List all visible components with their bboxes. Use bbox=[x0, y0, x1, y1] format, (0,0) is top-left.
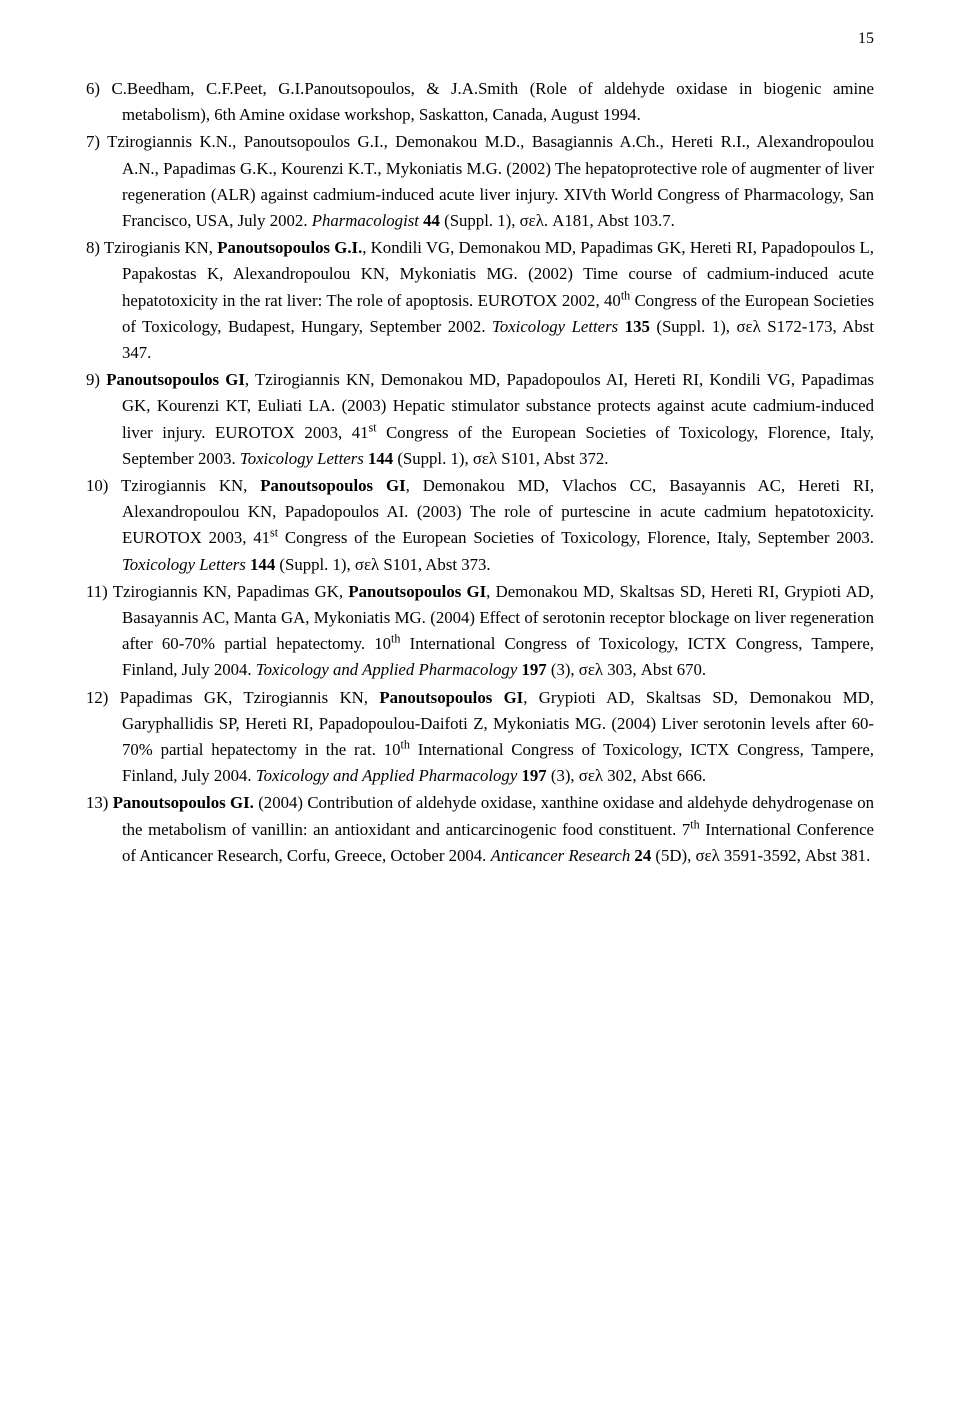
reference-text-segment: (Suppl. 1), σελ S101, Abst 373. bbox=[275, 555, 490, 574]
reference-text-segment: Panoutsopoulos GI. bbox=[113, 793, 254, 812]
reference-text-segment: Toxicology Letters bbox=[492, 317, 625, 336]
reference-number: 7) bbox=[86, 132, 107, 151]
reference-text-segment: Anticancer Research bbox=[491, 846, 635, 865]
document-page: 15 6) C.Beedham, C.F.Peet, G.I.Panoutsop… bbox=[0, 0, 960, 1405]
reference-number: 9) bbox=[86, 370, 106, 389]
reference-text-segment: 144 bbox=[250, 555, 275, 574]
reference-number: 13) bbox=[86, 793, 113, 812]
reference-text-segment: th bbox=[621, 288, 630, 302]
reference-item: 7) Tzirogiannis K.N., Panoutsopoulos G.I… bbox=[86, 129, 874, 234]
reference-text-segment: Papadimas GK, Tzirogiannis KN, bbox=[120, 688, 380, 707]
reference-text-segment: (3), σελ 302, Abst 666. bbox=[547, 766, 706, 785]
reference-text-segment: Tzirogianis KN, bbox=[104, 238, 217, 257]
reference-text-segment: 24 bbox=[634, 846, 651, 865]
reference-text-segment: Toxicology Letters bbox=[122, 555, 250, 574]
reference-item: 12) Papadimas GK, Tzirogiannis KN, Panou… bbox=[86, 685, 874, 790]
reference-text-segment: Panoutsopoulos GI bbox=[106, 370, 245, 389]
reference-text-segment: 197 bbox=[521, 660, 546, 679]
reference-text-segment: th bbox=[690, 817, 699, 831]
reference-text-segment: Panoutsopoulos GI bbox=[348, 582, 486, 601]
reference-item: 9) Panoutsopoulos GI, Tzirogiannis KN, D… bbox=[86, 367, 874, 472]
reference-text-segment: Tzirogiannis KN, bbox=[121, 476, 260, 495]
reference-number: 11) bbox=[86, 582, 113, 601]
reference-text-segment: Toxicology and Applied Pharmacology bbox=[256, 660, 522, 679]
reference-text-segment: (3), σελ 303, Abst 670. bbox=[547, 660, 706, 679]
reference-text-segment: (5D), σελ 3591-3592, Abst 381. bbox=[651, 846, 870, 865]
reference-item: 13) Panoutsopoulos GI. (2004) Contributi… bbox=[86, 790, 874, 869]
reference-text-segment: Panoutsopoulos G.I. bbox=[217, 238, 362, 257]
reference-item: 8) Tzirogianis KN, Panoutsopoulos G.I., … bbox=[86, 235, 874, 366]
reference-text-segment: 44 bbox=[423, 211, 440, 230]
reference-text-segment: st bbox=[369, 420, 377, 434]
reference-text-segment: Toxicology Letters bbox=[240, 449, 368, 468]
reference-item: 11) Tzirogiannis KN, Papadimas GK, Panou… bbox=[86, 579, 874, 684]
reference-number: 8) bbox=[86, 238, 104, 257]
reference-item: 6) C.Beedham, C.F.Peet, G.I.Panoutsopoul… bbox=[86, 76, 874, 128]
reference-text-segment: th bbox=[401, 737, 410, 751]
reference-text-segment: Congress of the European Societies of To… bbox=[278, 528, 874, 547]
page-number: 15 bbox=[858, 30, 874, 48]
reference-number: 6) bbox=[86, 79, 112, 98]
reference-item: 10) Tzirogiannis KN, Panoutsopoulos GI, … bbox=[86, 473, 874, 578]
references-list: 6) C.Beedham, C.F.Peet, G.I.Panoutsopoul… bbox=[86, 76, 874, 869]
reference-text-segment: Panoutsopoulos GI bbox=[260, 476, 405, 495]
reference-text-segment: st bbox=[270, 526, 278, 540]
reference-text-segment: Panoutsopoulos GI bbox=[379, 688, 523, 707]
reference-text-segment: 144 bbox=[368, 449, 393, 468]
reference-text-segment: (Suppl. 1), σελ S101, Abst 372. bbox=[393, 449, 608, 468]
reference-text-segment: 135 bbox=[625, 317, 650, 336]
reference-text-segment: (Suppl. 1), σελ. A181, Abst 103.7. bbox=[440, 211, 675, 230]
reference-number: 12) bbox=[86, 688, 120, 707]
reference-text-segment: Toxicology and Applied Pharmacology bbox=[256, 766, 522, 785]
reference-text-segment: C.Beedham, C.F.Peet, G.I.Panoutsopoulos,… bbox=[112, 79, 874, 124]
reference-text-segment: Pharmacologist bbox=[312, 211, 423, 230]
reference-number: 10) bbox=[86, 476, 121, 495]
reference-text-segment: Tzirogiannis KN, Papadimas GK, bbox=[113, 582, 349, 601]
reference-text-segment: 197 bbox=[521, 766, 546, 785]
